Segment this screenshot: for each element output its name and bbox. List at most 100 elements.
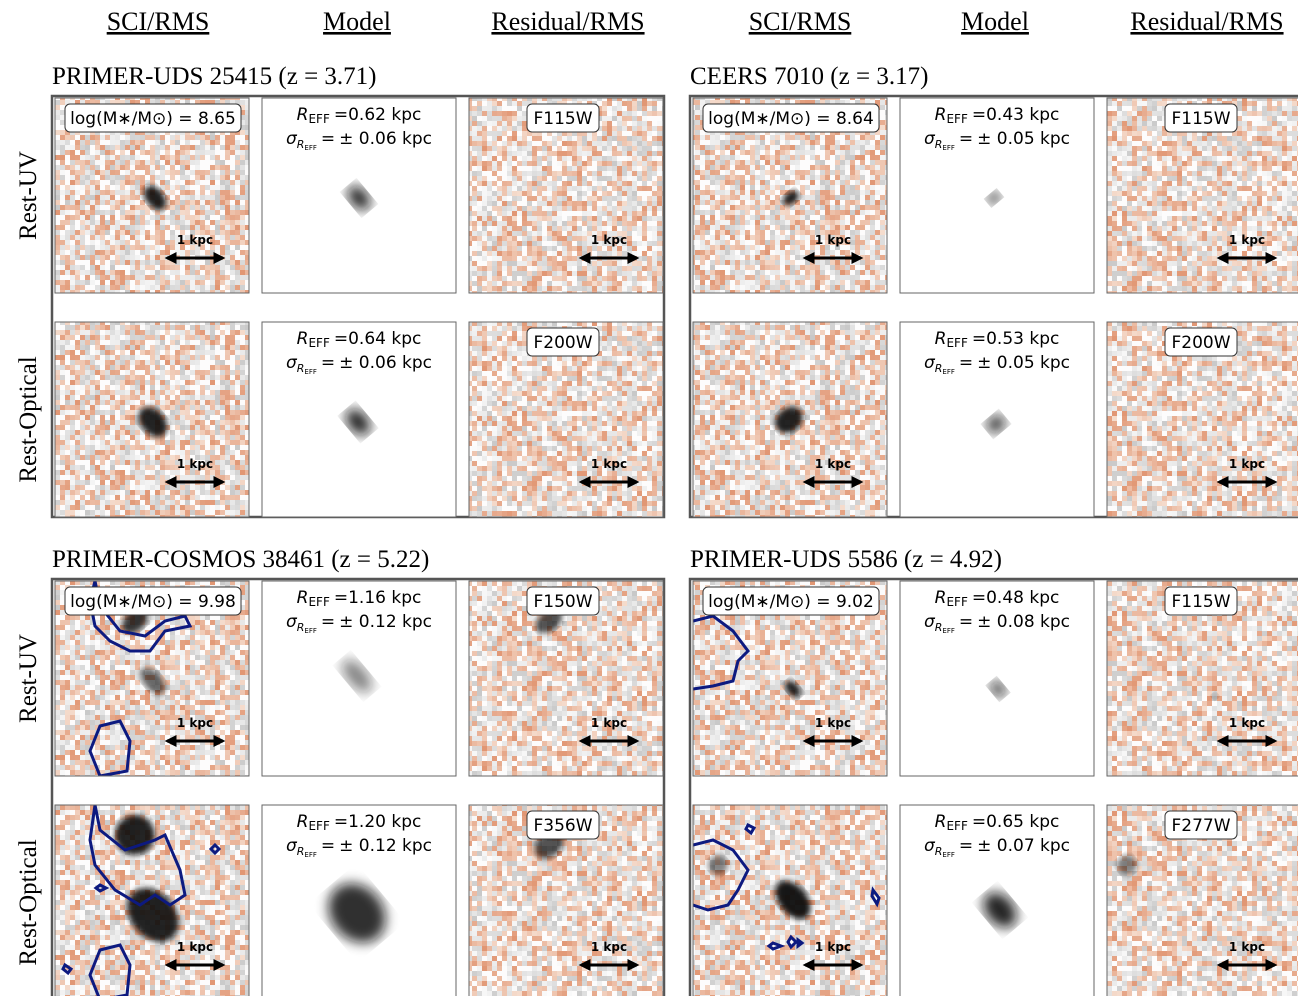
equals: = <box>972 812 986 832</box>
reff-symbol: R <box>935 105 947 125</box>
reff-symbol: R <box>935 812 947 832</box>
reff-symbol: R <box>935 329 947 349</box>
reff-subscript: EFF <box>946 595 967 609</box>
sigma-sub-eff: EFF <box>304 851 316 859</box>
sigma-sub-eff: EFF <box>942 627 954 635</box>
equals: = <box>334 329 348 349</box>
column-header: Residual/RMS <box>1130 7 1283 36</box>
scale-label: 1 kpc <box>177 716 213 730</box>
figure: SCI/RMSModelResidual/RMSSCI/RMSModelResi… <box>0 0 1298 996</box>
equals: = <box>334 105 348 125</box>
filter-label: F115W <box>533 109 592 129</box>
sigma-value: ± 0.06 kpc <box>339 129 432 149</box>
equals: = <box>959 353 973 373</box>
equals: = <box>972 329 986 349</box>
column-header: SCI/RMS <box>107 7 210 36</box>
reff-symbol: R <box>297 329 309 349</box>
equals: = <box>321 353 335 373</box>
reff-subscript: EFF <box>946 336 967 350</box>
reff-value: 0.43 kpc <box>986 105 1059 125</box>
contour <box>798 940 802 946</box>
sigma-sub-r: R <box>935 845 943 858</box>
reff-value: 0.65 kpc <box>986 812 1059 832</box>
scale-label: 1 kpc <box>815 233 851 247</box>
equals: = <box>972 588 986 608</box>
reff-value: 0.53 kpc <box>986 329 1059 349</box>
sigma-sub-r: R <box>935 621 943 634</box>
filter-label: F150W <box>533 592 592 612</box>
image-panel <box>693 322 887 517</box>
filter-label: F115W <box>1171 592 1230 612</box>
scale-label: 1 kpc <box>591 940 627 954</box>
filter-label: F356W <box>533 816 592 836</box>
reff-subscript: EFF <box>308 595 329 609</box>
object-title: CEERS 7010 (z = 3.17) <box>690 63 928 90</box>
sigma-sub-r: R <box>935 138 943 151</box>
image-panel <box>55 322 249 517</box>
reff-symbol: R <box>935 588 947 608</box>
row-label: Rest-Optical <box>15 356 42 482</box>
filter-label: F200W <box>533 333 592 353</box>
reff-value: 1.16 kpc <box>348 588 421 608</box>
equals: = <box>321 612 335 632</box>
scale-label: 1 kpc <box>1229 940 1265 954</box>
sigma-value: ± 0.07 kpc <box>977 836 1070 856</box>
equals: = <box>972 105 986 125</box>
sigma-sub-eff: EFF <box>304 368 316 376</box>
object-title: PRIMER-UDS 25415 (z = 3.71) <box>52 63 377 90</box>
filter-label: F115W <box>1171 109 1230 129</box>
sigma-value: ± 0.08 kpc <box>977 612 1070 632</box>
scale-label: 1 kpc <box>177 940 213 954</box>
reff-value: 0.64 kpc <box>348 329 421 349</box>
equals: = <box>959 612 973 632</box>
scale-label: 1 kpc <box>177 457 213 471</box>
image-panel <box>262 805 456 996</box>
sigma-sub-eff: EFF <box>942 368 954 376</box>
scale-label: 1 kpc <box>815 940 851 954</box>
row-label: Rest-UV <box>15 634 42 723</box>
row-label: Rest-UV <box>15 151 42 240</box>
sigma-value: ± 0.12 kpc <box>339 836 432 856</box>
sigma-sub-eff: EFF <box>304 144 316 152</box>
image-panel <box>900 581 1094 776</box>
sigma-sub-eff: EFF <box>942 144 954 152</box>
image-panel <box>900 805 1094 996</box>
reff-subscript: EFF <box>308 819 329 833</box>
image-panel <box>55 805 249 996</box>
image-panel <box>900 98 1094 293</box>
reff-symbol: R <box>297 812 309 832</box>
mass-label: log(M∗/M⊙) = 8.64 <box>708 109 874 129</box>
sigma-sub-r: R <box>935 362 943 375</box>
column-header: Model <box>323 7 391 36</box>
reff-subscript: EFF <box>946 112 967 126</box>
sigma-value: ± 0.05 kpc <box>977 129 1070 149</box>
equals: = <box>321 129 335 149</box>
sigma-sub-r: R <box>297 621 305 634</box>
scale-label: 1 kpc <box>1229 457 1265 471</box>
panel-background <box>900 581 1094 776</box>
mass-label: log(M∗/M⊙) = 9.98 <box>70 592 236 612</box>
reff-symbol: R <box>297 105 309 125</box>
sigma-sub-r: R <box>297 362 305 375</box>
image-panel <box>900 322 1094 517</box>
image-panel <box>262 322 456 517</box>
image-panel <box>693 805 887 996</box>
filter-label: F277W <box>1171 816 1230 836</box>
scale-label: 1 kpc <box>815 457 851 471</box>
object-title: PRIMER-UDS 5586 (z = 4.92) <box>690 546 1002 573</box>
equals: = <box>321 836 335 856</box>
row-label: Rest-Optical <box>15 839 42 965</box>
image-panel <box>262 98 456 293</box>
scale-label: 1 kpc <box>591 233 627 247</box>
column-header: SCI/RMS <box>749 7 852 36</box>
scale-label: 1 kpc <box>591 457 627 471</box>
sigma-sub-eff: EFF <box>304 627 316 635</box>
reff-symbol: R <box>297 588 309 608</box>
column-header: Model <box>961 7 1029 36</box>
equals: = <box>959 836 973 856</box>
filter-label: F200W <box>1171 333 1230 353</box>
equals: = <box>334 588 348 608</box>
scale-label: 1 kpc <box>591 716 627 730</box>
sigma-value: ± 0.06 kpc <box>339 353 432 373</box>
reff-value: 1.20 kpc <box>348 812 421 832</box>
